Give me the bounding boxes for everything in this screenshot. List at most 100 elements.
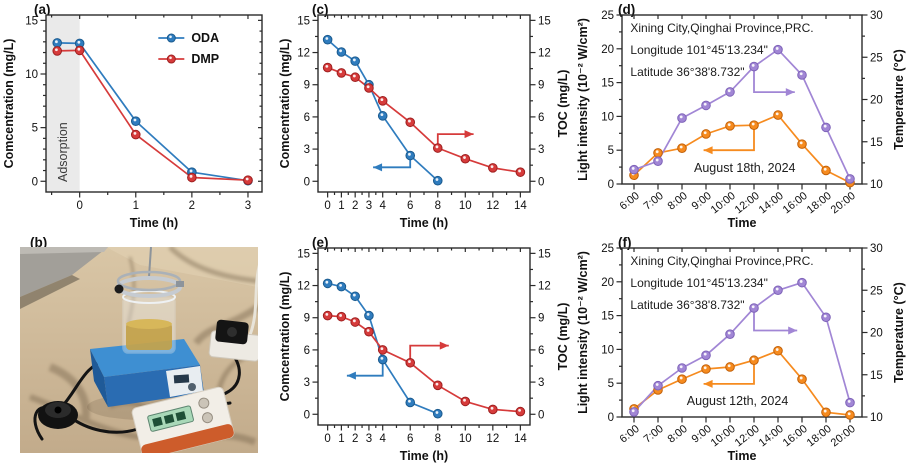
svg-text:3: 3 (538, 377, 544, 389)
photo-experiment-setup (20, 245, 264, 459)
svg-text:12: 12 (297, 281, 310, 293)
svg-text:Time (h): Time (h) (130, 216, 178, 230)
svg-text:12:00: 12:00 (733, 190, 762, 216)
panel-label-c: (c) (312, 2, 329, 17)
svg-text:Latitude 36°38'8.732": Latitude 36°38'8.732" (630, 65, 744, 79)
svg-text:3: 3 (366, 433, 372, 445)
photo-panel (20, 245, 264, 459)
svg-text:DMP: DMP (191, 52, 219, 66)
svg-text:25: 25 (601, 10, 614, 22)
svg-text:10: 10 (870, 179, 883, 191)
svg-text:9: 9 (538, 80, 544, 92)
svg-text:10: 10 (25, 69, 38, 81)
chart-light-temperature-aug18: 6:00 7:00 8:00 9:0010:0012:0014:0016:0018:0… (576, 10, 906, 230)
svg-text:3: 3 (538, 144, 544, 156)
svg-text:6: 6 (538, 112, 544, 124)
svg-text:7:00: 7:00 (642, 423, 666, 446)
svg-text:20: 20 (601, 44, 614, 56)
panel-label-b: (b) (30, 235, 48, 250)
svg-text:14:00: 14:00 (757, 423, 786, 449)
svg-text:9: 9 (304, 313, 310, 325)
svg-text:20:00: 20:00 (829, 423, 858, 449)
svg-text:3: 3 (366, 200, 372, 212)
svg-text:Comcentration (mg/L): Comcentration (mg/L) (2, 39, 16, 169)
svg-text:3: 3 (304, 377, 310, 389)
svg-text:14:00: 14:00 (757, 190, 786, 216)
svg-text:10: 10 (459, 433, 472, 445)
svg-text:2: 2 (352, 433, 358, 445)
svg-text:12: 12 (538, 48, 551, 60)
svg-text:6:00: 6:00 (618, 423, 642, 446)
svg-text:16:00: 16:00 (781, 423, 810, 449)
light-sensor-probe (38, 401, 78, 429)
svg-text:10:00: 10:00 (709, 423, 738, 449)
svg-text:1: 1 (338, 200, 344, 212)
svg-text:TOC (mg/L): TOC (mg/L) (556, 70, 570, 138)
svg-text:15: 15 (870, 137, 883, 149)
svg-text:3: 3 (245, 200, 251, 212)
reaction-beaker (122, 290, 176, 354)
svg-text:6: 6 (304, 112, 310, 124)
svg-text:30: 30 (870, 243, 883, 255)
chart-light-temperature-aug12: 6:00 7:00 8:00 9:0010:0012:0014:0016:0018:0… (576, 243, 906, 463)
svg-text:Temperature (°C): Temperature (°C) (892, 282, 906, 383)
svg-text:16:00: 16:00 (781, 190, 810, 216)
panel-label-d: (d) (618, 2, 636, 17)
svg-text:10: 10 (601, 344, 614, 356)
svg-text:25: 25 (870, 52, 883, 64)
svg-text:9: 9 (538, 313, 544, 325)
svg-text:Xining City,Qinghai Province,P: Xining City,Qinghai Province,PRC. (630, 254, 813, 268)
light-intensity-meter (131, 386, 235, 459)
svg-text:ODA: ODA (191, 31, 219, 45)
svg-text:Time: Time (728, 216, 757, 230)
svg-text:20:00: 20:00 (829, 190, 858, 216)
svg-text:10: 10 (870, 412, 883, 424)
svg-text:30: 30 (870, 10, 883, 22)
svg-text:5: 5 (608, 145, 614, 157)
svg-text:TOC (mg/L): TOC (mg/L) (556, 303, 570, 371)
granite-curb (20, 247, 108, 309)
svg-text:0: 0 (538, 409, 544, 421)
svg-text:12: 12 (486, 433, 499, 445)
panel-label-f: (f) (618, 235, 632, 250)
svg-text:25: 25 (601, 243, 614, 255)
svg-text:3: 3 (304, 144, 310, 156)
svg-text:15: 15 (870, 370, 883, 382)
svg-text:5: 5 (32, 123, 38, 135)
svg-text:2: 2 (352, 200, 358, 212)
svg-text:Light intensity (10⁻² W/cm²): Light intensity (10⁻² W/cm²) (576, 251, 590, 414)
svg-text:Longitude 101°45'13.234": Longitude 101°45'13.234" (630, 43, 767, 57)
svg-text:6: 6 (407, 433, 413, 445)
svg-text:8: 8 (435, 200, 441, 212)
chart-adsorption-degradation: Adsorption 0 1 2 3 0 5 10 15 Time (h) Comcentratio… (2, 14, 263, 230)
svg-text:10:00: 10:00 (709, 190, 738, 216)
svg-text:0: 0 (304, 176, 310, 188)
svg-text:15: 15 (25, 15, 38, 27)
svg-text:6: 6 (304, 345, 310, 357)
svg-text:6: 6 (538, 345, 544, 357)
clamp-ring (114, 270, 184, 298)
svg-text:Comcentration (mg/L): Comcentration (mg/L) (278, 39, 292, 169)
svg-text:12: 12 (297, 48, 310, 60)
svg-text:9: 9 (304, 80, 310, 92)
sunlit-patch (106, 247, 258, 287)
svg-text:Adsorption: Adsorption (56, 122, 70, 182)
svg-text:14: 14 (514, 433, 527, 445)
svg-text:Temperature (°C): Temperature (°C) (892, 49, 906, 150)
panel-label-a: (a) (34, 2, 51, 17)
svg-text:18:00: 18:00 (805, 423, 834, 449)
svg-text:Time (h): Time (h) (400, 216, 448, 230)
svg-text:0: 0 (538, 176, 544, 188)
svg-text:Time: Time (728, 449, 757, 463)
svg-text:14: 14 (514, 200, 527, 212)
svg-text:1: 1 (338, 433, 344, 445)
svg-text:4: 4 (379, 200, 386, 212)
svg-text:20: 20 (870, 95, 883, 107)
svg-text:August 12th, 2024: August 12th, 2024 (687, 394, 789, 408)
svg-text:7:00: 7:00 (642, 190, 666, 213)
svg-text:8:00: 8:00 (666, 190, 690, 213)
svg-text:10: 10 (601, 111, 614, 123)
